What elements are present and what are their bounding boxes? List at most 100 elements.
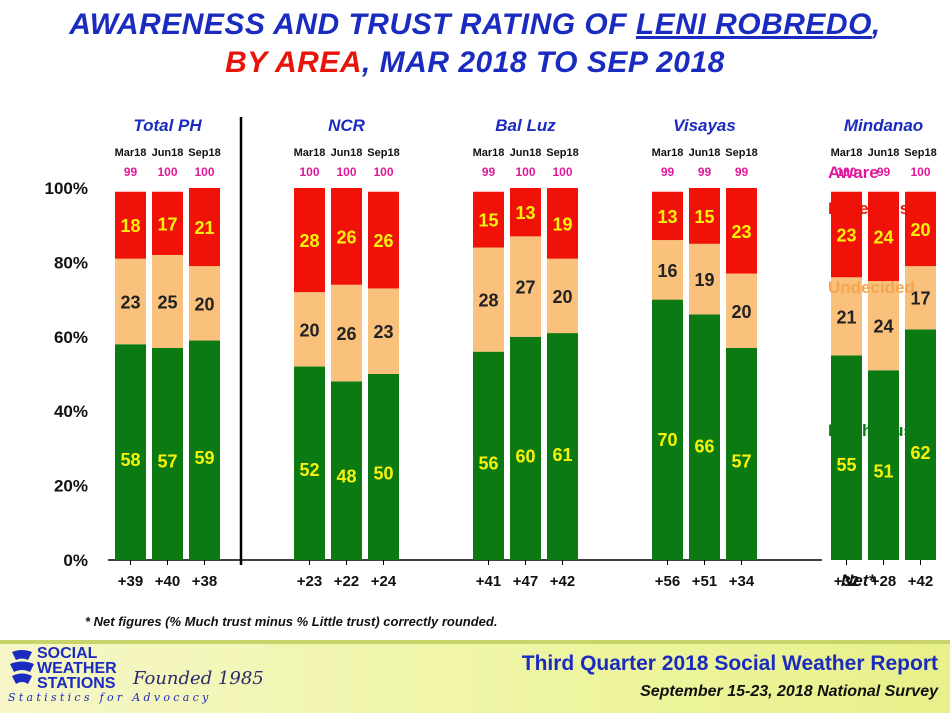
data-label-undecided: 20 (194, 294, 214, 314)
data-label-little-trust: 28 (299, 231, 319, 251)
bar-segment-undecided (473, 247, 504, 352)
data-label-undecided: 20 (731, 302, 751, 322)
data-label-much-trust: 62 (910, 443, 930, 463)
data-label-undecided: 26 (336, 324, 356, 344)
bar-segment-undecided (510, 236, 541, 337)
y-tick-label: 40% (54, 402, 88, 421)
bar-segment-little-trust (868, 191, 899, 281)
period-label: Sep18 (904, 147, 936, 159)
data-label-much-trust: 70 (657, 430, 677, 450)
data-label-undecided: 23 (373, 322, 393, 342)
bar-segment-little-trust (547, 188, 578, 259)
data-label-much-trust: 57 (731, 452, 751, 472)
aware-value: 100 (515, 165, 535, 179)
aware-value: 100 (157, 165, 177, 179)
aware-value: 100 (194, 165, 214, 179)
bar-segment-little-trust (152, 191, 183, 255)
data-label-little-trust: 20 (910, 220, 930, 240)
bar-segment-much-trust (473, 351, 504, 560)
period-label: Jun18 (331, 147, 363, 159)
legend-label: Much Trust (828, 421, 919, 440)
net-value: +42 (550, 573, 575, 590)
data-label-little-trust: 19 (552, 214, 572, 234)
bar-segment-much-trust (510, 336, 541, 560)
data-label-little-trust: 15 (478, 211, 498, 231)
data-label-little-trust: 18 (120, 216, 140, 236)
bar-segment-little-trust (368, 191, 399, 289)
aware-value: 100 (373, 165, 393, 179)
data-label-much-trust: 56 (478, 453, 498, 473)
net-axis-label: Net* (841, 571, 876, 590)
bar-segment-undecided (189, 266, 220, 341)
period-label: Mar18 (831, 147, 863, 159)
logo-line-social: SOCIAL (37, 645, 98, 662)
bar-segment-undecided (868, 281, 899, 371)
founded-text: Founded 1985 (133, 668, 264, 689)
data-label-much-trust: 55 (836, 455, 856, 475)
bar-segment-little-trust (726, 188, 757, 274)
sws-tagline: Statistics for Advocacy (8, 691, 212, 704)
data-label-much-trust: 60 (515, 447, 535, 467)
net-value: +41 (476, 573, 501, 590)
data-label-undecided: 20 (552, 287, 572, 307)
bar-segment-much-trust (652, 299, 683, 560)
net-value: +32 (834, 573, 859, 590)
bar-segment-much-trust (905, 329, 936, 560)
bar-segment-much-trust (115, 344, 146, 560)
bar-segment-undecided (152, 254, 183, 348)
group-title: Visayas (673, 116, 736, 135)
bar-segment-much-trust (331, 381, 362, 560)
survey-dates: September 15-23, 2018 National Survey (640, 683, 938, 700)
chart-title-line2: BY AREA, MAR 2018 TO SEP 2018 (0, 46, 950, 80)
period-label: Sep18 (367, 147, 399, 159)
data-label-undecided: 21 (836, 307, 856, 327)
aware-value: 100 (910, 165, 930, 179)
bar-segment-undecided (905, 266, 936, 330)
data-label-undecided: 19 (694, 270, 714, 290)
net-value: +39 (118, 573, 143, 590)
title-by-area: BY AREA (225, 46, 362, 79)
stacked-bar-chart: 0% 20% 40% 60% 80% 100% 58 23 18 Mar18 99 +39 57 25 17… (45, 116, 937, 590)
net-value: +40 (155, 573, 180, 590)
bar-segment-little-trust (331, 188, 362, 285)
bar-segment-little-trust (831, 191, 862, 278)
logo-line-stations: STATIONS (37, 675, 116, 692)
net-value: +56 (655, 573, 680, 590)
aware-value: 99 (698, 165, 712, 179)
aware-value: 100 (552, 165, 572, 179)
data-label-little-trust: 24 (873, 227, 893, 247)
legend-label: Little Trust (828, 199, 915, 218)
bar-segment-much-trust (294, 366, 325, 560)
data-label-undecided: 16 (657, 261, 677, 281)
group-title: Mindanao (844, 116, 923, 135)
period-label: Sep18 (725, 147, 757, 159)
title-suffix: , (871, 8, 881, 41)
period-label: Mar18 (115, 147, 147, 159)
bar-segment-undecided (831, 277, 862, 356)
bar-segment-much-trust (152, 347, 183, 560)
data-label-much-trust: 58 (120, 450, 140, 470)
bar-segment-much-trust (831, 355, 862, 560)
net-value: +38 (192, 573, 217, 590)
period-label: Jun18 (152, 147, 184, 159)
bar-segment-little-trust (510, 188, 541, 237)
data-label-little-trust: 15 (694, 207, 714, 227)
y-tick-label: 60% (54, 328, 88, 347)
bar-segment-little-trust (905, 191, 936, 267)
period-label: Mar18 (473, 147, 505, 159)
data-label-undecided: 23 (120, 292, 140, 312)
net-value: +42 (908, 573, 933, 590)
y-tick-label: 100% (45, 179, 88, 198)
net-value: +24 (371, 573, 397, 590)
bar-segment-much-trust (189, 340, 220, 560)
bar-segment-much-trust (726, 347, 757, 560)
bar-segment-undecided (331, 284, 362, 382)
data-label-much-trust: 51 (873, 462, 893, 482)
legend-label: Undecided (828, 278, 915, 297)
data-label-much-trust: 66 (694, 437, 714, 457)
sws-logo-text: SOCIAL WEATHER STATIONS (37, 645, 117, 692)
net-value: +47 (513, 573, 538, 590)
bar-segment-much-trust (689, 314, 720, 560)
title-prefix: AWARENESS AND TRUST RATING OF (69, 8, 636, 41)
period-label: Jun18 (868, 147, 900, 159)
